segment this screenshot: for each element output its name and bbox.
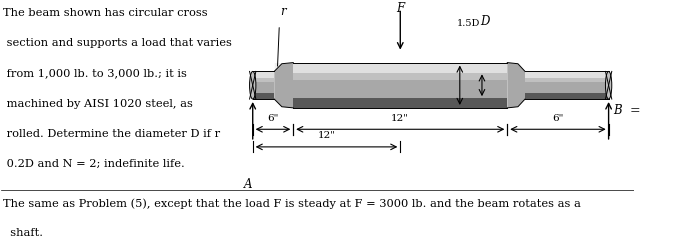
- Polygon shape: [508, 63, 525, 108]
- Text: r: r: [280, 5, 285, 18]
- Text: section and supports a load that varies: section and supports a load that varies: [3, 38, 231, 48]
- Text: rolled. Determine the diameter D if r: rolled. Determine the diameter D if r: [3, 129, 220, 138]
- Ellipse shape: [250, 72, 256, 100]
- Text: F: F: [396, 2, 404, 15]
- Text: 1.5D: 1.5D: [457, 19, 480, 28]
- Text: =: =: [629, 103, 640, 116]
- Text: The beam shown has circular cross: The beam shown has circular cross: [3, 8, 207, 18]
- Text: D: D: [480, 15, 490, 28]
- Text: 6": 6": [267, 113, 278, 122]
- Text: B: B: [613, 103, 622, 116]
- Polygon shape: [274, 63, 293, 108]
- Text: 12": 12": [317, 131, 335, 140]
- Text: from 1,000 lb. to 3,000 lb.; it is: from 1,000 lb. to 3,000 lb.; it is: [3, 68, 187, 78]
- Text: 0.2D and N = 2; indefinite life.: 0.2D and N = 2; indefinite life.: [3, 159, 185, 169]
- Text: machined by AISI 1020 steel, as: machined by AISI 1020 steel, as: [3, 99, 192, 108]
- Text: shaft.: shaft.: [3, 228, 42, 237]
- Ellipse shape: [605, 72, 611, 100]
- Text: 6": 6": [552, 113, 564, 122]
- Text: A: A: [244, 177, 252, 190]
- Text: The same as Problem (5), except that the load F is steady at F = 3000 lb. and th: The same as Problem (5), except that the…: [3, 197, 581, 208]
- Text: 12": 12": [391, 113, 409, 122]
